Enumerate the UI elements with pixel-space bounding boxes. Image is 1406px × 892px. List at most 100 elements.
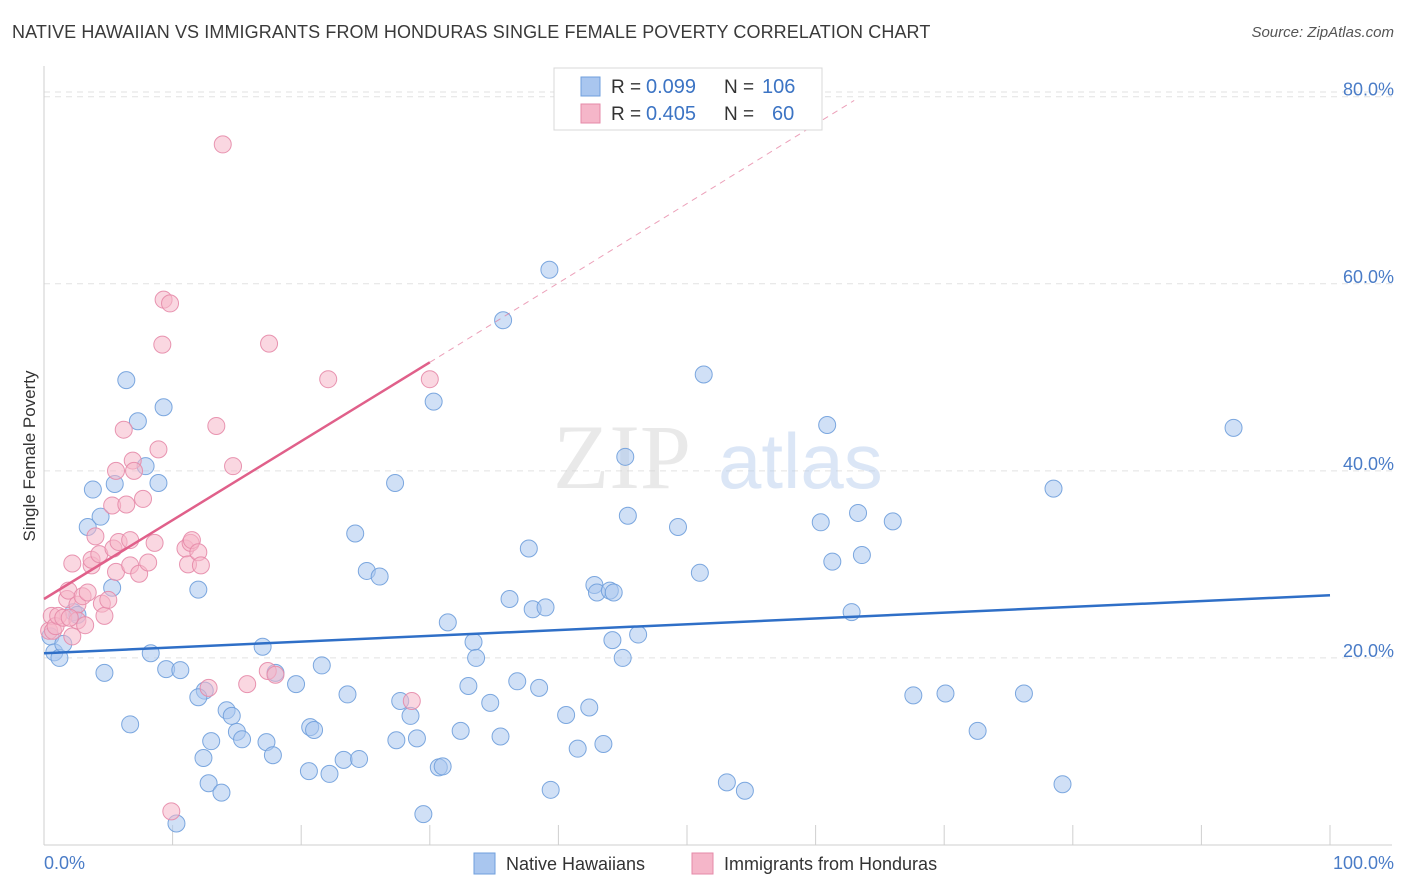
y-tick-label-3: 80.0% (1343, 80, 1394, 100)
point-s0-42 (320, 764, 339, 783)
point-s0-9 (95, 663, 114, 682)
point-s0-12 (117, 371, 136, 390)
point-s0-13 (121, 715, 140, 734)
point-s0-67 (508, 672, 527, 691)
trend-line-s0 (43, 594, 1331, 655)
point-s1-32 (125, 461, 144, 480)
point-s1-37 (149, 440, 168, 459)
point-s0-71 (536, 598, 555, 617)
point-s0-79 (594, 734, 613, 753)
point-s0-53 (407, 729, 426, 748)
point-s1-51 (224, 457, 243, 476)
point-s1-40 (161, 294, 180, 313)
point-s0-66 (494, 311, 513, 330)
point-s0-7 (83, 480, 102, 499)
point-s0-17 (149, 474, 168, 493)
point-s0-55 (424, 392, 443, 411)
series-honduras-points (40, 135, 439, 821)
series-legend: Native Hawaiians Immigrants from Hondura… (473, 852, 937, 875)
point-s0-38 (299, 762, 318, 781)
point-s0-91 (735, 781, 754, 800)
stats-legend-r-label-1: R = (611, 104, 641, 125)
point-s0-37 (287, 675, 306, 694)
point-s1-28 (117, 495, 136, 514)
grid-lines (44, 91, 1392, 659)
watermark-atlas: atlas (718, 417, 883, 505)
point-s1-49 (207, 416, 226, 435)
point-s0-75 (568, 739, 587, 758)
point-s0-22 (189, 580, 208, 599)
stats-legend-n-value-1: 60 (772, 103, 794, 125)
point-s1-48 (199, 678, 218, 697)
point-s0-57 (433, 757, 452, 776)
source-credit: Source: ZipAtlas.com (1251, 24, 1394, 41)
point-s1-27 (114, 420, 133, 439)
point-s1-24 (107, 461, 126, 480)
point-s0-94 (823, 552, 842, 571)
point-s0-81 (603, 631, 622, 650)
point-s1-34 (134, 489, 153, 508)
point-s0-89 (694, 365, 713, 384)
series-legend-label-0: Native Hawaiians (506, 854, 645, 874)
point-s1-41 (162, 802, 181, 821)
point-s0-49 (386, 474, 405, 493)
point-s0-40 (305, 720, 324, 739)
point-s1-14 (78, 583, 97, 602)
point-s1-55 (266, 665, 285, 684)
point-s0-86 (613, 648, 632, 667)
point-s0-26 (199, 774, 218, 793)
x-tick-label-0: 0.0% (44, 853, 85, 873)
y-tick-label-1: 40.0% (1343, 454, 1394, 474)
point-s0-27 (194, 749, 213, 768)
point-s0-58 (438, 613, 457, 632)
point-s0-103 (1044, 479, 1063, 498)
point-s0-48 (370, 567, 389, 586)
stats-legend-n-value-0: 106 (762, 76, 795, 98)
point-s0-72 (540, 260, 559, 279)
stats-legend-swatch-1 (580, 103, 601, 124)
point-s1-21 (99, 590, 118, 609)
point-s0-30 (212, 783, 231, 802)
point-s1-13 (76, 616, 95, 635)
point-s1-38 (153, 335, 172, 354)
point-s1-54 (260, 334, 279, 353)
point-s1-35 (139, 553, 158, 572)
point-s0-50 (387, 731, 406, 750)
point-s0-41 (312, 656, 331, 675)
y-tick-labels: 20.0% 40.0% 60.0% 80.0% (1343, 80, 1394, 661)
point-s1-52 (238, 675, 257, 694)
point-s0-29 (222, 706, 241, 725)
point-s0-44 (334, 750, 353, 769)
trend-lines (43, 100, 1331, 655)
point-s0-14 (128, 412, 147, 431)
point-s1-57 (420, 370, 439, 389)
series-legend-label-1: Immigrants from Honduras (724, 854, 937, 874)
point-s0-90 (717, 773, 736, 792)
point-s0-102 (1014, 684, 1033, 703)
point-s0-62 (467, 648, 486, 667)
y-tick-label-2: 60.0% (1343, 267, 1394, 287)
point-s0-85 (629, 625, 648, 644)
series-legend-swatch-1 (691, 852, 714, 875)
point-s0-104 (1053, 775, 1072, 794)
point-s0-8 (91, 507, 110, 526)
point-s1-20 (95, 606, 114, 625)
point-s0-83 (618, 506, 637, 525)
point-s1-58 (402, 691, 421, 710)
point-s0-97 (852, 546, 871, 565)
point-s0-73 (541, 780, 560, 799)
point-s0-54 (414, 805, 433, 824)
point-s0-96 (849, 503, 868, 522)
stats-legend-r-value-0: 0.099 (646, 76, 696, 98)
x-tick-label-1: 100.0% (1333, 853, 1394, 873)
point-s0-98 (883, 512, 902, 531)
stats-legend-r-label-0: R = (611, 77, 641, 98)
trend-extension-s1 (429, 100, 855, 363)
point-s0-93 (818, 416, 837, 435)
point-s0-52 (401, 706, 420, 725)
point-s0-74 (557, 705, 576, 724)
point-s0-60 (459, 676, 478, 695)
point-s0-70 (530, 678, 549, 697)
point-s0-88 (690, 563, 709, 582)
point-s0-43 (338, 685, 357, 704)
